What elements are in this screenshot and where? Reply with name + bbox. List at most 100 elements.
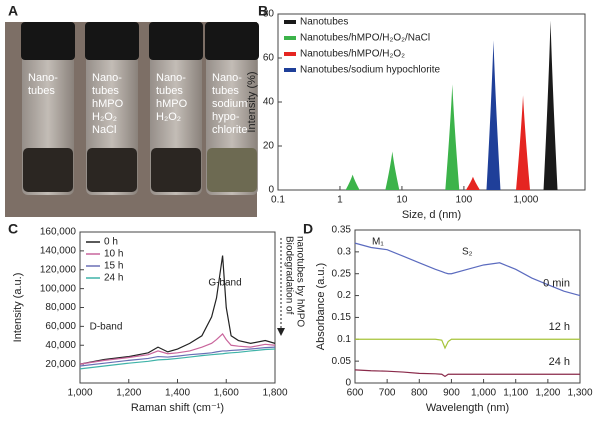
x-tick-label: 1,800: [262, 388, 287, 399]
x-tick-label: 1: [337, 195, 343, 206]
vial-label: hMPO: [156, 98, 188, 110]
x-tick-label: 700: [379, 388, 396, 399]
panel-label: A: [8, 3, 18, 19]
vial-label: sodium: [212, 98, 247, 110]
vial-cap: [85, 22, 139, 60]
annotation: D-band: [90, 322, 123, 333]
legend-swatch: [284, 20, 296, 24]
series-label: 24 h: [549, 356, 570, 368]
peak: [486, 40, 501, 191]
legend-label: Nanotubes: [300, 17, 348, 28]
vial-label: tubes: [156, 85, 183, 97]
line: [354, 369, 580, 378]
legend-label: 24 h: [104, 273, 123, 284]
x-tick-label: 1,600: [214, 388, 239, 399]
y-tick-label: 0: [268, 185, 274, 196]
x-axis-label: Raman shift (cm⁻¹): [131, 402, 224, 414]
x-tick-label: 1,000: [471, 388, 496, 399]
vial-label: Nano-: [212, 72, 242, 84]
plot-frame: [354, 229, 581, 384]
x-axis-label: Wavelength (nm): [426, 402, 509, 414]
panel-label: C: [8, 221, 18, 237]
peak: [385, 151, 400, 190]
vial-label: tubes: [212, 85, 239, 97]
x-tick-label: 600: [347, 388, 364, 399]
vial-label: Nano-: [92, 72, 122, 84]
x-tick-label: 1,000: [513, 195, 538, 206]
x-tick-label: 1,200: [535, 388, 560, 399]
vial-liquid: [23, 148, 73, 192]
vial-cap: [205, 22, 259, 60]
vial-liquid: [87, 148, 137, 192]
line: [355, 338, 580, 350]
x-tick-label: 800: [411, 388, 428, 399]
peak: [345, 174, 360, 190]
vial-label: NaCl: [92, 124, 116, 136]
x-tick-label: 1,100: [503, 388, 528, 399]
x-axis-label: Size, d (nm): [402, 209, 461, 221]
vial-label: tubes: [28, 85, 55, 97]
y-axis-label: Intensity (a.u.): [12, 273, 24, 343]
x-tick-label: 100: [456, 195, 473, 206]
y-tick-label: 0.15: [332, 312, 352, 323]
y-tick-label: 0.35: [332, 225, 352, 236]
y-tick-label: 60: [263, 53, 275, 64]
vial-liquid: [207, 148, 257, 192]
vial-label: Nano-: [28, 72, 58, 84]
side-note: nanotubes by hMPO: [294, 236, 305, 327]
y-axis-label: Absorbance (a.u.): [315, 263, 327, 350]
series-label: 12 h: [549, 321, 570, 333]
panel-label: B: [258, 3, 268, 19]
y-tick-label: 80,000: [45, 302, 76, 313]
x-tick-label: 1,200: [116, 388, 141, 399]
vial-label: hypo-: [212, 111, 240, 123]
y-tick-label: 0.3: [337, 246, 351, 257]
line: [354, 242, 581, 297]
panel-label: D: [303, 221, 313, 237]
y-tick-label: 0.1: [337, 334, 351, 345]
y-tick-label: 0.2: [337, 290, 351, 301]
x-tick-label: 1,400: [165, 388, 190, 399]
peak: [445, 84, 460, 190]
line: [79, 348, 276, 370]
x-tick-label: 0.1: [271, 195, 285, 206]
y-tick-label: 0: [345, 378, 351, 389]
vial-label: H₂O₂: [156, 111, 181, 123]
y-tick-label: 100,000: [40, 283, 77, 294]
vial-cap: [21, 22, 75, 60]
y-tick-label: 140,000: [40, 246, 77, 257]
vial-label: tubes: [92, 85, 119, 97]
x-tick-label: 900: [443, 388, 460, 399]
y-tick-label: 20: [263, 141, 275, 152]
vial-label: H₂O₂: [92, 111, 117, 123]
y-tick-label: 160,000: [40, 227, 77, 238]
line: [79, 346, 276, 367]
y-tick-label: 0.25: [332, 268, 352, 279]
y-tick-label: 60,000: [45, 321, 76, 332]
annotation: S₂: [462, 247, 473, 258]
vial-label: Nano-: [156, 72, 186, 84]
legend-label: Nanotubes/hMPO/H₂O₂/NaCl: [300, 33, 430, 44]
vial-cap: [149, 22, 203, 60]
y-axis-label: Intensity (%): [246, 71, 258, 132]
vial-label: hMPO: [92, 98, 124, 110]
y-tick-label: 20,000: [45, 359, 76, 370]
x-tick-label: 1,000: [67, 388, 92, 399]
line: [79, 255, 276, 365]
legend-swatch: [284, 36, 296, 40]
legend-label: 15 h: [104, 261, 123, 272]
legend-swatch: [284, 68, 296, 72]
x-tick-label: 10: [396, 195, 408, 206]
annotation: M₁: [372, 237, 384, 248]
series-label: 0 min: [543, 277, 570, 289]
peak: [516, 95, 531, 190]
side-note: Biodegradation of: [283, 236, 294, 315]
y-tick-label: 120,000: [40, 264, 77, 275]
legend-label: 10 h: [104, 249, 123, 260]
peak: [543, 20, 558, 190]
y-tick-label: 40,000: [45, 340, 76, 351]
legend-label: Nanotubes/hMPO/H₂O₂: [300, 49, 405, 60]
x-tick-label: 1,300: [567, 388, 592, 399]
y-tick-label: 40: [263, 97, 275, 108]
